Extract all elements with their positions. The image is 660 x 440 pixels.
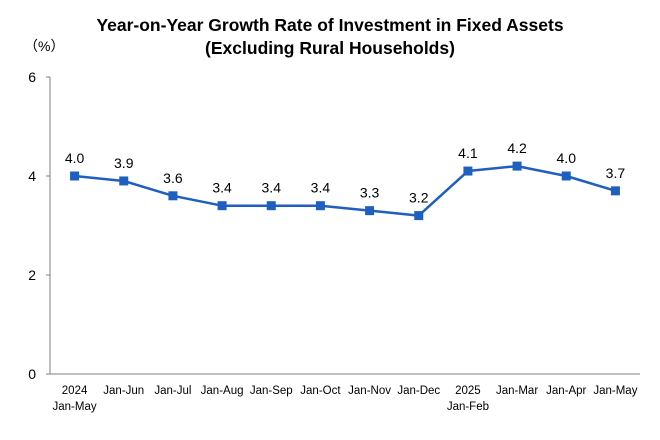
- data-label: 4.0: [557, 150, 577, 166]
- chart-title-line-2: (Excluding Rural Households): [205, 38, 455, 58]
- series-line: [74, 164, 616, 217]
- data-label: 3.2: [409, 190, 429, 206]
- data-label: 3.4: [212, 180, 232, 196]
- x-category-label: Jan-May: [593, 385, 637, 397]
- x-category-labels: 2024 Jan-May Jan-Jun Jan-Jul Jan-Aug Jan-Sep J…: [53, 385, 638, 413]
- y-tick-labels: 0 2 4 6: [28, 69, 36, 382]
- x-category-label: Jan-Sep: [250, 385, 293, 397]
- data-label: 3.3: [360, 185, 380, 201]
- data-point-marker: [561, 171, 571, 181]
- series-growth-rate: [70, 161, 620, 221]
- data-label: 3.4: [311, 180, 331, 196]
- data-point-marker: [168, 191, 178, 201]
- x-category-label: Jan-Jun: [103, 385, 144, 397]
- y-tick-label: 4: [28, 168, 36, 184]
- x-category-label: Jan-Apr: [546, 385, 586, 397]
- y-tick-label: 2: [28, 267, 36, 283]
- data-label: 3.9: [114, 155, 134, 171]
- x-category-label: Jan-Jul: [154, 385, 191, 397]
- data-point-marker: [512, 161, 522, 171]
- x-category-label: Jan-Dec: [397, 385, 440, 397]
- data-point-marker: [70, 171, 80, 181]
- data-point-marker: [610, 186, 620, 196]
- data-label: 3.6: [163, 170, 183, 186]
- data-point-marker: [266, 201, 276, 211]
- y-tick-label: 0: [28, 366, 36, 382]
- data-point-marker: [414, 211, 424, 221]
- data-label: 4.2: [507, 140, 527, 156]
- x-category-label: Jan-Mar: [496, 385, 538, 397]
- data-point-marker: [315, 201, 325, 211]
- data-label: 4.0: [65, 150, 85, 166]
- data-label: 3.7: [606, 165, 626, 181]
- data-point-marker: [119, 176, 129, 186]
- data-labels: 4.0 3.9 3.6 3.4 3.4 3.4 3.3 3.2 4.1 4.2 4.0 3.7: [65, 140, 626, 206]
- x-category-label: Jan-Oct: [300, 385, 341, 397]
- y-unit-label: （%）: [24, 38, 64, 54]
- data-label: 3.4: [262, 180, 282, 196]
- chart-title-line-1: Year-on-Year Growth Rate of Investment i…: [96, 15, 564, 35]
- chart-title: Year-on-Year Growth Rate of Investment i…: [0, 14, 660, 60]
- data-point-marker: [365, 206, 375, 216]
- x-category-label: Jan-Nov: [348, 385, 391, 397]
- x-category-label: 2024 Jan-May: [53, 385, 97, 413]
- x-category-label: 2025 Jan-Feb: [447, 385, 489, 413]
- data-point-marker: [463, 166, 473, 176]
- data-label: 4.1: [458, 145, 478, 161]
- data-point-marker: [217, 201, 227, 211]
- x-category-label: Jan-Aug: [201, 385, 244, 397]
- y-tick-label: 6: [28, 69, 36, 85]
- chart-axes: [46, 76, 640, 375]
